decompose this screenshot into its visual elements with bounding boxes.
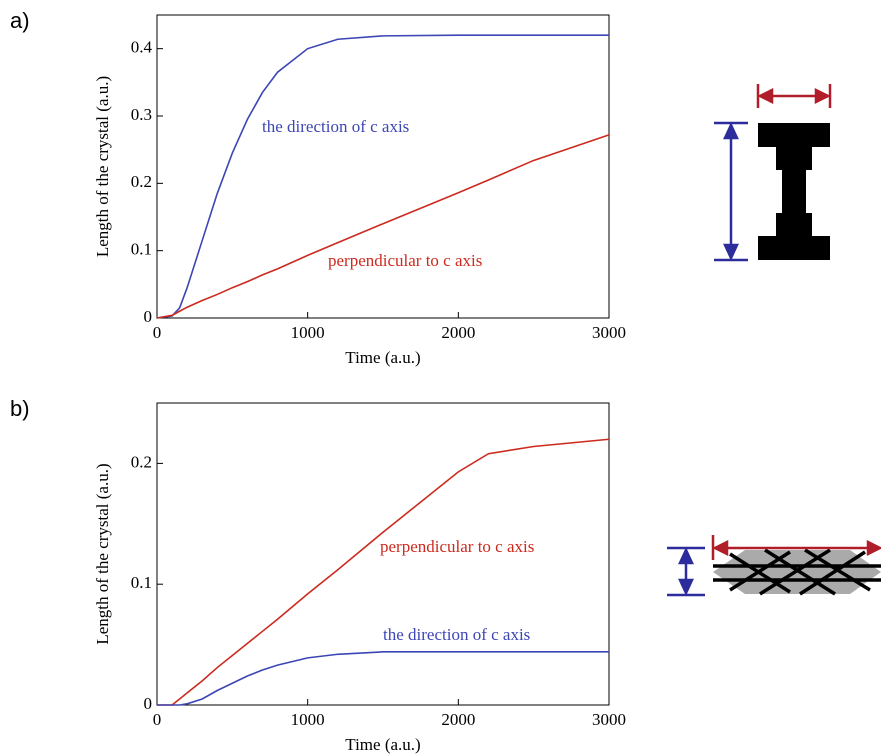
x-tick-label: 0: [153, 710, 162, 729]
series-label: perpendicular to c axis: [328, 251, 482, 270]
y-tick-label: 0: [144, 694, 153, 713]
x-tick-label: 3000: [592, 323, 626, 342]
series-label: the direction of c axis: [262, 117, 409, 136]
y-tick-label: 0.1: [131, 573, 152, 592]
y-axis-label: Length of the crystal (a.u.): [93, 463, 112, 644]
y-tick-label: 0.2: [131, 452, 152, 471]
series-label: perpendicular to c axis: [380, 537, 534, 556]
panel-label: b): [10, 396, 30, 421]
plot-frame: [156, 402, 610, 706]
y-tick-label: 0.1: [131, 240, 152, 259]
crystal-schematic-b: [667, 535, 881, 597]
crystal-schematic-a: [714, 84, 832, 262]
x-tick-label: 2000: [441, 323, 475, 342]
plot-frame: [156, 14, 610, 319]
x-tick-label: 3000: [592, 710, 626, 729]
x-axis-label: Time (a.u.): [345, 735, 420, 754]
series-label: the direction of c axis: [383, 625, 530, 644]
y-tick-label: 0.2: [131, 172, 152, 191]
series-line: [157, 651, 609, 706]
y-tick-label: 0.3: [131, 105, 152, 124]
y-tick-label: 0.4: [131, 38, 153, 57]
x-tick-label: 1000: [291, 710, 325, 729]
x-axis-label: Time (a.u.): [345, 348, 420, 367]
y-axis-label: Length of the crystal (a.u.): [93, 76, 112, 257]
x-tick-label: 0: [153, 323, 162, 342]
series-line: [157, 438, 610, 706]
x-tick-label: 2000: [441, 710, 475, 729]
x-tick-label: 1000: [291, 323, 325, 342]
series-line: [156, 34, 609, 319]
y-tick-label: 0: [144, 307, 153, 326]
series-line: [156, 134, 610, 319]
panel-label: a): [10, 8, 30, 33]
